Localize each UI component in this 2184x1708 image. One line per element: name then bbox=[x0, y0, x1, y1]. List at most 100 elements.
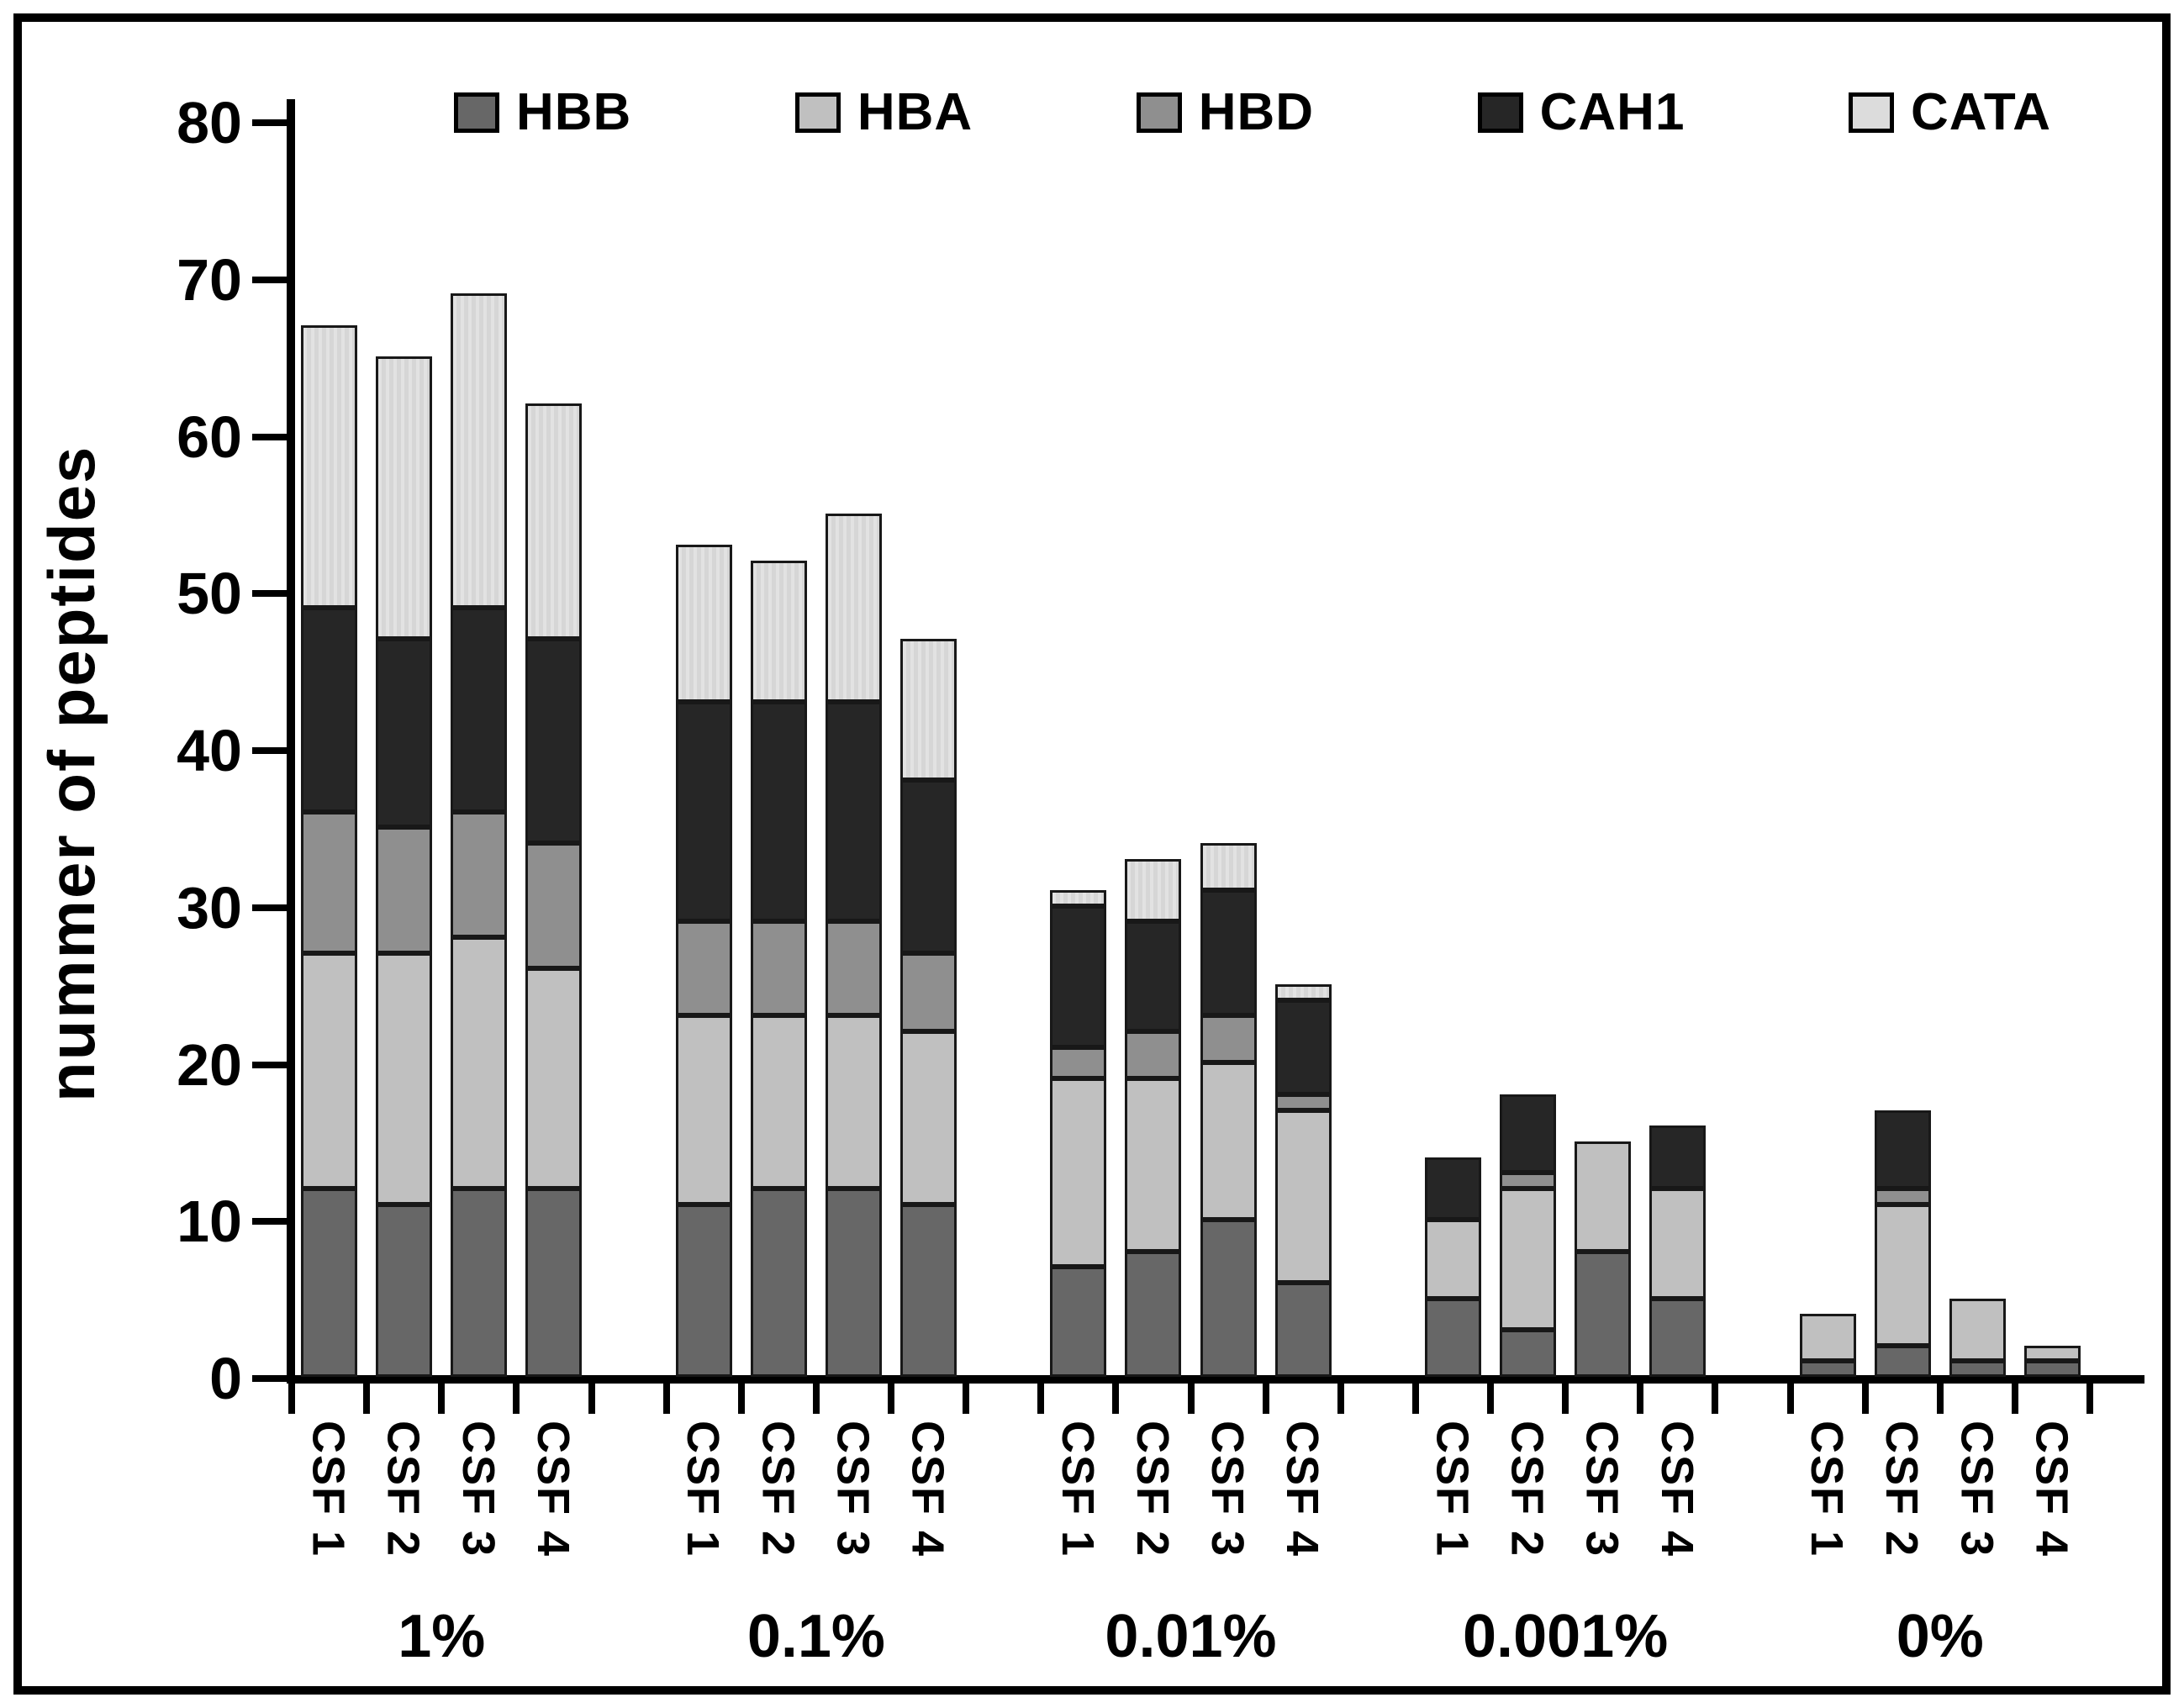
bar-segment-cah1 bbox=[1649, 1125, 1707, 1189]
x-category-label: CSF 3 bbox=[1576, 1421, 1627, 1558]
stacked-bar-0.001%-csf1 bbox=[1424, 1157, 1481, 1377]
x-axis-tick bbox=[963, 1379, 970, 1414]
stacked-bar-0.001%-csf4 bbox=[1649, 1125, 1707, 1377]
legend-item-cata: CATA bbox=[1848, 82, 2051, 142]
x-axis-tick bbox=[1637, 1379, 1644, 1414]
x-axis-tick bbox=[363, 1379, 371, 1414]
stacked-bar-0%-csf3 bbox=[1949, 1298, 2006, 1377]
bar-segment-cah1 bbox=[301, 607, 357, 812]
bar-segment-hbd bbox=[1874, 1188, 1931, 1205]
y-axis-tick bbox=[252, 119, 291, 126]
bar-segment-hba bbox=[900, 1031, 957, 1205]
x-group-label: 0.1% bbox=[746, 1603, 885, 1670]
legend-label: HBA bbox=[857, 83, 973, 141]
x-group-label: 0.01% bbox=[1105, 1603, 1277, 1670]
stacked-bar-0.001%-csf3 bbox=[1575, 1141, 1632, 1377]
x-axis-tick bbox=[1936, 1379, 1944, 1414]
x-category-label: CSF 1 bbox=[1427, 1421, 1478, 1558]
stacked-bar-0.1%-csf1 bbox=[675, 545, 732, 1377]
bar-segment-cata bbox=[1050, 890, 1107, 906]
bar-segment-hbd bbox=[750, 921, 807, 1016]
bar-segment-hbd bbox=[1050, 1046, 1107, 1079]
bar-segment-hbb bbox=[376, 1204, 433, 1377]
bar-segment-hba bbox=[1949, 1298, 2006, 1362]
bar-segment-cah1 bbox=[825, 701, 882, 922]
bar-segment-hbb bbox=[1424, 1298, 1481, 1377]
x-category-label: CSF 4 bbox=[2026, 1421, 2077, 1558]
x-category-label: CSF 4 bbox=[1277, 1421, 1328, 1558]
bar-segment-hba bbox=[525, 968, 583, 1189]
bar-segment-hbd bbox=[1500, 1173, 1556, 1189]
x-axis-tick bbox=[1037, 1379, 1045, 1414]
x-axis-line bbox=[287, 1375, 2144, 1384]
stacked-bar-0%-csf4 bbox=[2023, 1345, 2081, 1377]
bar-segment-hbb bbox=[525, 1188, 583, 1377]
y-tick-label: 80 bbox=[177, 90, 242, 156]
x-axis-tick bbox=[2086, 1379, 2093, 1414]
stacked-bar-1%-csf2 bbox=[376, 356, 433, 1377]
y-axis-tick bbox=[252, 590, 291, 598]
bar-segment-hbb bbox=[1799, 1361, 1856, 1377]
y-axis-tick bbox=[252, 747, 291, 754]
bar-segment-cata bbox=[451, 293, 508, 608]
bar-segment-hbd bbox=[675, 921, 732, 1016]
legend-swatch-hba bbox=[794, 92, 841, 133]
bar-segment-hbb bbox=[900, 1204, 957, 1377]
x-category-label: CSF 2 bbox=[1876, 1421, 1928, 1558]
bar-segment-cata bbox=[1200, 843, 1257, 891]
x-axis-tick bbox=[438, 1379, 446, 1414]
bar-segment-cah1 bbox=[1500, 1094, 1556, 1173]
stacked-bar-0.001%-csf2 bbox=[1500, 1094, 1556, 1377]
bar-segment-hba bbox=[1200, 1062, 1257, 1220]
bar-segment-hbd bbox=[1274, 1094, 1332, 1110]
stacked-bar-1%-csf4 bbox=[525, 403, 583, 1377]
bar-segment-hbb bbox=[750, 1188, 807, 1377]
bar-segment-cah1 bbox=[1274, 999, 1332, 1094]
x-axis-tick bbox=[1411, 1379, 1419, 1414]
stacked-bar-0%-csf1 bbox=[1799, 1314, 1856, 1377]
bar-segment-cata bbox=[1125, 858, 1182, 922]
x-category-label: CSF 1 bbox=[303, 1421, 354, 1558]
bar-segment-cah1 bbox=[1050, 905, 1107, 1047]
x-axis-tick bbox=[1562, 1379, 1569, 1414]
x-axis-tick bbox=[588, 1379, 595, 1414]
x-axis-tick bbox=[1487, 1379, 1494, 1414]
y-tick-label: 50 bbox=[177, 561, 242, 627]
bar-segment-hba bbox=[451, 937, 508, 1189]
bar-segment-hbd bbox=[376, 827, 433, 953]
legend-label: HBD bbox=[1198, 83, 1315, 141]
stacked-bar-0.01%-csf4 bbox=[1274, 984, 1332, 1377]
bar-segment-hbd bbox=[900, 952, 957, 1032]
legend-item-hbd: HBD bbox=[1136, 82, 1315, 142]
bar-segment-cah1 bbox=[1874, 1110, 1931, 1189]
legend-swatch-cah1 bbox=[1477, 92, 1523, 133]
bar-segment-hbb bbox=[301, 1188, 357, 1377]
x-axis-tick bbox=[2011, 1379, 2018, 1414]
bar-segment-hbb bbox=[1200, 1220, 1257, 1377]
stacked-bar-0%-csf2 bbox=[1874, 1110, 1931, 1377]
bar-segment-hba bbox=[1874, 1204, 1931, 1346]
bar-segment-cah1 bbox=[675, 701, 732, 922]
y-tick-label: 30 bbox=[177, 874, 242, 941]
bar-segment-hba bbox=[301, 952, 357, 1189]
x-axis-tick bbox=[288, 1379, 295, 1414]
x-category-label: CSF 2 bbox=[1501, 1421, 1553, 1558]
legend-swatch-cata bbox=[1848, 92, 1894, 133]
bar-segment-cata bbox=[825, 513, 882, 702]
x-category-label: CSF 2 bbox=[752, 1421, 804, 1558]
bar-segment-hbb bbox=[1125, 1251, 1182, 1377]
x-group-label: 0% bbox=[1896, 1603, 1984, 1670]
x-category-label: CSF 3 bbox=[1202, 1421, 1253, 1558]
y-axis-line bbox=[287, 99, 295, 1384]
bar-segment-cata bbox=[301, 324, 357, 608]
bar-segment-hbb bbox=[2023, 1361, 2081, 1377]
stacked-bar-0.1%-csf4 bbox=[900, 639, 957, 1377]
stacked-bar-0.01%-csf1 bbox=[1050, 890, 1107, 1377]
y-tick-label: 20 bbox=[177, 1031, 242, 1098]
bar-segment-hbd bbox=[301, 811, 357, 953]
bar-segment-cah1 bbox=[451, 607, 508, 812]
y-axis-tick bbox=[252, 1375, 291, 1382]
legend-item-cah1: CAH1 bbox=[1477, 82, 1685, 142]
stacked-bar-1%-csf1 bbox=[301, 324, 357, 1377]
bar-segment-cah1 bbox=[750, 701, 807, 922]
